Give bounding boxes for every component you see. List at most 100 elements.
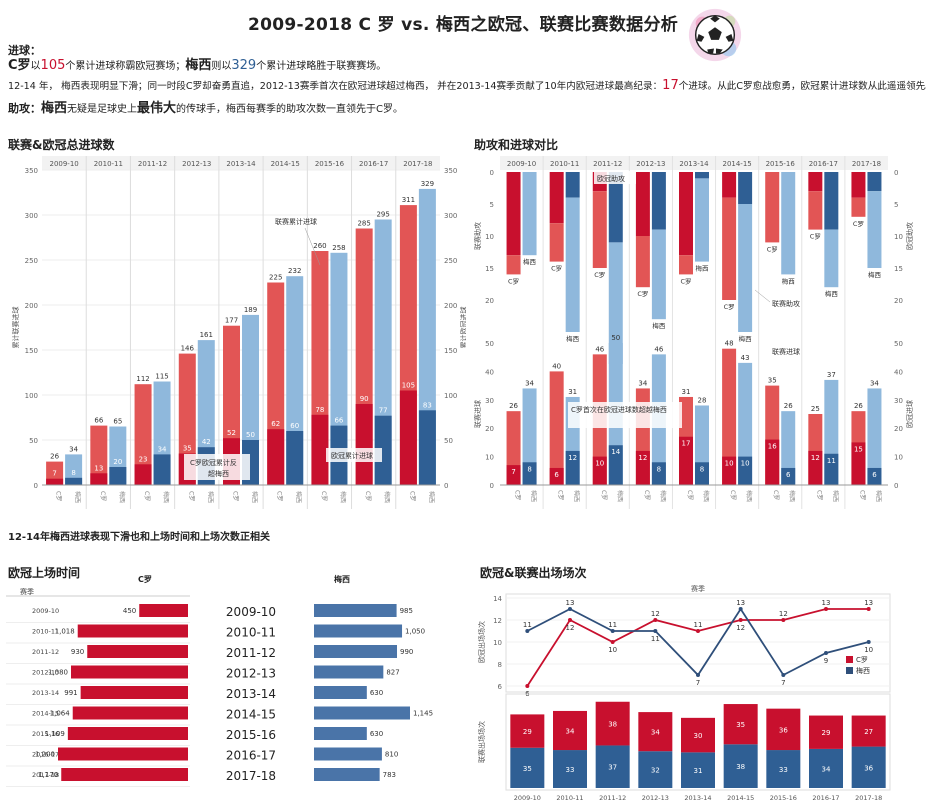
messi-league-apps-bar: [595, 745, 630, 788]
cr-ucl-goal-label: 12: [638, 454, 647, 462]
cr-league-goal-label: 46: [595, 345, 604, 353]
cr-ucl-goal-label: 17: [682, 440, 691, 448]
cr-ucl-cum-label: 23: [139, 455, 148, 463]
cr-apps-label: 10: [608, 646, 617, 654]
cr-apps-point: [781, 618, 786, 622]
y-tick-left: 100: [25, 392, 38, 400]
cr-ucl-cum-bar: [355, 404, 373, 485]
cr-apps-label: 12: [736, 624, 745, 632]
messi-x-label: 梅西: [874, 490, 882, 502]
messi-league-apps-label: 35: [523, 765, 532, 773]
messi-league-assist-bar: [695, 178, 709, 262]
intro-line-2: 12-14 年， 梅西表现明显下滑；同一时段C罗却奋勇直追，2012-13赛季首…: [8, 78, 926, 93]
cr-ucl-assist-bar: [851, 172, 866, 198]
messi-ucl-cum-label: 34: [158, 445, 167, 453]
messi-assist-player-label: 梅西: [566, 334, 580, 343]
messi-minutes-bar: [314, 727, 367, 740]
cumulative-goals-title: 联赛&欧冠总进球数: [8, 138, 115, 152]
cr-league-assist-bar: [635, 236, 650, 288]
messi-league-assist-bar: [867, 191, 882, 268]
y-tick-right: 200: [444, 302, 457, 310]
messi-apps-point: [653, 629, 658, 633]
annotation-pointer: [754, 289, 771, 303]
messi-league-goal-label: 26: [784, 402, 793, 410]
messi-apps-label: 7: [696, 679, 700, 687]
cr-ucl-goal-bar: [506, 465, 521, 485]
ucl-minutes-title: 欧冠上场时间: [8, 566, 81, 580]
messi-ucl-goal-label: 6: [786, 471, 791, 479]
messi-ucl-assist-bar: [565, 172, 580, 198]
messi-league-apps-label: 34: [822, 765, 831, 773]
y-tick-right: 50: [444, 437, 453, 445]
messi-ucl-cum-label: 42: [202, 438, 211, 446]
messi-ucl-goal-bar: [565, 450, 580, 485]
season-center-label: 2009-10: [226, 605, 276, 619]
annotation-ucl-overtake-2: 超梅西: [208, 469, 229, 478]
annotation-league-assist: 联赛助攻: [772, 299, 800, 308]
messi-minutes-label: 630: [370, 730, 383, 738]
intro-goals-label: 进球：: [8, 44, 41, 57]
cr-apps-point: [525, 684, 530, 688]
messi-league-cum-label: 258: [332, 244, 345, 252]
cr-x-label: C罗: [232, 491, 239, 501]
cr-league-apps-bar: [510, 714, 545, 748]
season-x-label: 2013-14: [684, 794, 711, 802]
line-y-label: 欧冠出场场次: [477, 621, 486, 663]
cr-ucl-goal-bar: [592, 456, 607, 485]
season-label: 2011-12: [593, 160, 622, 168]
messi-ucl-goal-label: 14: [611, 448, 620, 456]
season-x-label: 2014-15: [727, 794, 754, 802]
cr-league-cum-label: 112: [136, 375, 149, 383]
messi-x-label: 梅西: [659, 490, 667, 502]
messi-assist-player-label: 梅西: [523, 257, 537, 266]
cr-ucl-cum-bar: [90, 473, 108, 485]
messi-ucl-goal-bar: [738, 456, 753, 485]
season-label: 2016-17: [809, 160, 838, 168]
cr-minutes-label: 450: [123, 607, 136, 615]
season-label: 2014-15: [271, 160, 300, 168]
cr-minutes-bar: [87, 645, 188, 658]
cr-ucl-goal-bar: [635, 450, 650, 485]
cr-ucl-goal-label: 15: [854, 445, 863, 453]
cr-ucl-goal-label: 7: [511, 468, 515, 476]
line-y-tick: 12: [493, 617, 502, 625]
messi-league-apps-bar: [766, 750, 801, 788]
messi-assist-player-label: 梅西: [696, 264, 710, 273]
messi-league-goal-bar: [781, 411, 796, 485]
messi-apps-label: 11: [608, 621, 617, 629]
messi-league-apps-bar: [510, 747, 545, 788]
y-tick-right: 250: [444, 257, 457, 265]
cr-apps-point: [696, 629, 700, 633]
messi-ucl-goal-bar: [522, 462, 537, 485]
cr-league-cum-bar: [90, 425, 108, 485]
messi-ucl-assist-bar: [738, 172, 753, 204]
messi-ucl-cum-label: 66: [334, 417, 343, 425]
messi-ucl-goal-bar: [781, 467, 796, 485]
cr-league-goal-bar: [722, 348, 737, 485]
season-label: 2011-12: [138, 160, 167, 168]
cr-minutes-bar: [139, 604, 188, 617]
cr-minutes-label: 1,064: [50, 710, 71, 718]
messi-league-assist-bar: [608, 242, 623, 364]
season-label: 2017-18: [403, 160, 432, 168]
messi-x-label: 梅西: [530, 490, 538, 502]
line-plot-frame: [505, 593, 891, 693]
cumulative-goals-chart: 0 0 50 50 100 100 150 150 200 200 250 250 300 300 350 3…: [11, 156, 466, 509]
cr-league-goal-label: 35: [768, 377, 777, 385]
cr-league-assist-bar: [506, 255, 521, 275]
messi-x-label: 梅西: [118, 491, 126, 503]
messi-apps-label: 11: [523, 621, 532, 629]
cr-league-apps-label: 34: [566, 728, 575, 736]
cr-league-assist-bar: [765, 172, 780, 243]
cr-assist-player-label: C罗: [724, 303, 735, 311]
cr-league-assist-bar: [722, 197, 737, 300]
cr-x-label: C罗: [143, 491, 150, 501]
cr-x-label: C罗: [643, 490, 650, 500]
season-center-label: 2017-18: [226, 769, 276, 783]
cr-league-assist-bar: [851, 197, 866, 217]
y-tick-right: 0: [444, 482, 448, 490]
messi-minutes-label: 985: [400, 607, 413, 615]
cr-column-title: C罗: [138, 575, 152, 584]
cr-league-goal-label: 26: [854, 402, 863, 410]
